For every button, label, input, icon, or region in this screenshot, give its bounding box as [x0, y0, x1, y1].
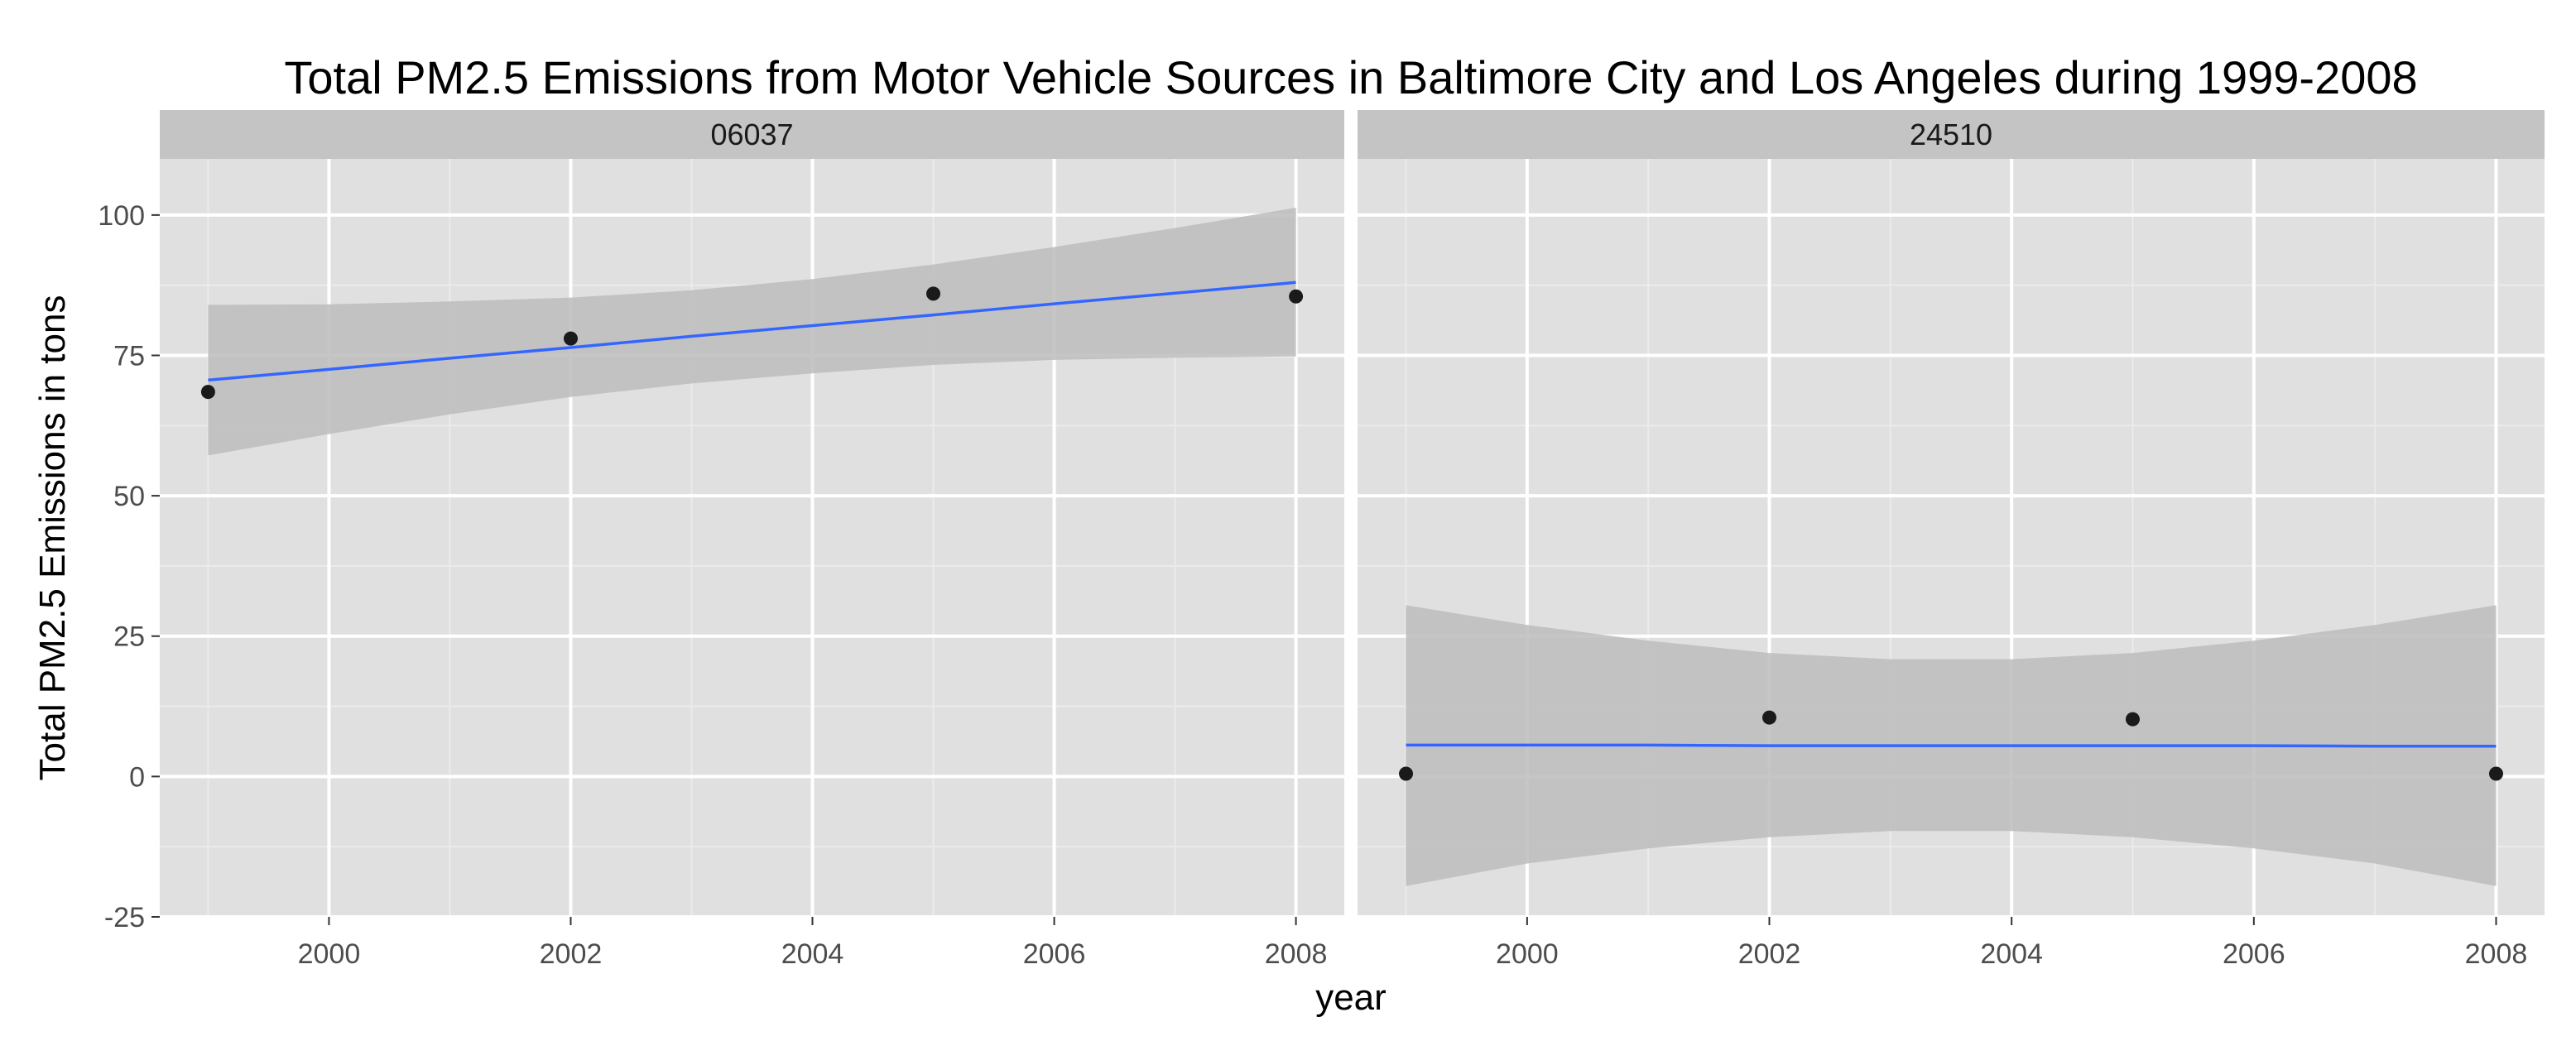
y-axis-title: Total PM2.5 Emissions in tons [32, 295, 73, 781]
facet-strip [1358, 110, 2545, 159]
x-tick-label: 2008 [1265, 938, 1328, 970]
x-tick-label: 2004 [781, 938, 844, 970]
x-tick-label: 2006 [1023, 938, 1086, 970]
y-tick-label: 0 [129, 761, 145, 793]
y-tick-label: 50 [113, 481, 145, 512]
y-tick-label: 75 [113, 340, 145, 372]
facet-strip-label: 06037 [710, 118, 793, 151]
x-axis-title: year [1315, 977, 1387, 1018]
facet-panels: 06037 2000 2002 2004 2006 2008 24510 2000 2002 20… [160, 110, 2545, 970]
y-tick-label: 25 [113, 621, 145, 653]
facet-strip-label: 24510 [1910, 118, 1992, 151]
data-point [200, 385, 215, 400]
data-point [1762, 710, 1777, 725]
smooth-fit-line [1406, 743, 2497, 748]
y-tick-label: -25 [104, 902, 145, 933]
data-point [563, 331, 578, 346]
chart-title: Total PM2.5 Emissions from Motor Vehicle… [284, 51, 2417, 103]
x-tick-label: 2008 [2465, 938, 2528, 970]
x-tick-label: 2000 [1496, 938, 1559, 970]
x-tick-label: 2006 [2223, 938, 2285, 970]
x-tick-label: 2002 [1738, 938, 1801, 970]
data-point [1399, 766, 1414, 781]
y-tick-label: 100 [98, 200, 145, 232]
x-tick-label: 2000 [298, 938, 361, 970]
facet-panel-24510: 24510 2000 2002 2004 2006 2008 [1358, 110, 2545, 970]
data-point [2125, 712, 2140, 727]
facet-panel-06037: 06037 2000 2002 2004 2006 2008 [160, 110, 1344, 970]
data-point [1289, 289, 1304, 304]
smooth-fit-line [208, 281, 1296, 382]
x-tick-label: 2004 [1980, 938, 2043, 970]
x-tick-label: 2002 [540, 938, 603, 970]
facet-strip [160, 110, 1344, 159]
data-point [926, 286, 941, 301]
y-axis: -25 0 25 50 75 100 [98, 200, 160, 933]
data-point [2488, 766, 2503, 781]
